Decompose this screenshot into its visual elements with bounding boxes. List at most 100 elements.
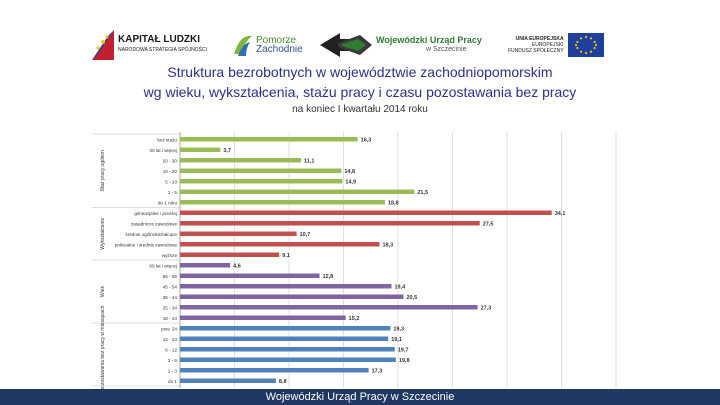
category-label: 55 - 59 [163, 274, 178, 279]
category-label: pow. 24 [161, 326, 177, 331]
data-label: 19,8 [399, 358, 410, 364]
eu-flag-icon [567, 33, 604, 57]
category-label: bez stażu [157, 137, 177, 142]
pomorze-title: Pomorze [256, 35, 297, 46]
category-label: 3 - 6 [168, 358, 178, 363]
bar [180, 231, 297, 236]
bar [180, 242, 380, 247]
chart-title-line-2: wg wieku, wykształcenia, stażu pracy i c… [143, 84, 577, 100]
category-label: 1 - 5 [168, 190, 178, 195]
data-label: 3,7 [223, 148, 231, 154]
eu-title: UNIA EUROPEJSKA [515, 36, 564, 42]
bar [180, 137, 358, 142]
category-label: 20 - 30 [163, 158, 178, 163]
eu-subtitle-1: EUROPEJSKI [531, 42, 564, 48]
footer-text: Wojewódzki Urząd Pracy w Szczecinie [265, 391, 455, 403]
data-label: 19,3 [393, 326, 404, 332]
category-label: 35 - 44 [163, 295, 178, 300]
data-label: 18,3 [382, 242, 393, 248]
data-label: 14,9 [345, 179, 356, 185]
category-label: gimnazjalne i poniżej [134, 211, 177, 216]
data-label: 34,1 [555, 211, 566, 217]
category-label: do 1 [168, 379, 177, 384]
group-label: Wiek [100, 285, 106, 297]
data-label: 8,8 [279, 379, 287, 385]
bar [180, 252, 280, 257]
category-label: 6 - 12 [165, 347, 177, 352]
data-label: 19,7 [398, 347, 409, 353]
kapital-ludzki-logo: KAPITAŁ LUDZKI NARODOWA STRATEGIA SPÓJNO… [92, 26, 207, 64]
wup-arrows-icon [320, 33, 372, 57]
chart-subtitle: na koniec I kwartału 2014 roku [292, 104, 428, 115]
category-label: średnie ogólnokształcące [125, 232, 177, 237]
group-label: Czas pozostawania bez pracy w miesiącach [100, 305, 106, 390]
category-label: do 1 roku [158, 200, 178, 205]
category-label: 60 lat i więcej [149, 263, 177, 268]
category-label: 10 - 20 [163, 169, 178, 174]
data-label: 14,8 [344, 169, 355, 175]
pomorze-zachodnie-logo: Pomorze Zachodnie [232, 26, 303, 64]
kapital-ludzki-title: KAPITAŁ LUDZKI [118, 34, 201, 45]
category-label: 18 - 24 [163, 316, 178, 321]
data-label: 20,5 [406, 295, 417, 301]
bar [180, 284, 392, 289]
data-label: 21,5 [417, 190, 428, 196]
bar [180, 179, 343, 184]
data-label: 11,1 [304, 158, 314, 164]
eu-subtitle-2: FUNDUSZ SPOŁECZNY [508, 48, 564, 54]
data-label: 27,3 [481, 305, 492, 311]
data-label: 9,1 [282, 253, 290, 259]
bar [180, 315, 346, 320]
data-label: 10,7 [300, 232, 311, 238]
bar [180, 378, 276, 383]
bar [180, 210, 552, 215]
eu-logo: UNIA EUROPEJSKA EUROPEJSKI FUNDUSZ SPOŁE… [508, 26, 604, 64]
data-label: 15,2 [349, 316, 360, 322]
group-label: Staż pracy ogółem [100, 150, 106, 191]
category-label: 1 - 3 [168, 368, 178, 373]
category-label: 5 - 10 [165, 179, 177, 184]
wup-subtitle: w Szczecinie [426, 46, 467, 53]
data-label: 12,8 [323, 274, 334, 280]
bar [180, 347, 395, 352]
bar [180, 357, 396, 362]
pomorze-subtitle: Zachodnie [256, 44, 303, 55]
bar [180, 273, 320, 278]
bar [180, 200, 385, 205]
wup-title: Wojewódzki Urząd Pracy [376, 35, 482, 45]
wup-logo: Wojewódzki Urząd Pracy w Szczecinie [320, 26, 482, 64]
data-label: 18,8 [388, 200, 399, 206]
category-label: 12 - 24 [163, 337, 178, 342]
bar [180, 263, 231, 268]
data-label: 4,6 [233, 263, 241, 269]
bar [180, 189, 415, 194]
data-label: 17,3 [372, 368, 383, 374]
data-label: 27,5 [483, 221, 494, 227]
logo-bar: KAPITAŁ LUDZKI NARODOWA STRATEGIA SPÓJNO… [0, 26, 720, 66]
eu-star-flag-icon [92, 30, 114, 60]
bar [180, 168, 342, 173]
category-label: 45 - 54 [163, 284, 178, 289]
bar-chart: 0.05.010.015.020.025.030.035.040.0bez st… [92, 132, 617, 390]
data-label: 19,4 [394, 284, 406, 290]
group-label: Wykształcenie [100, 218, 106, 250]
bar [180, 336, 389, 341]
chart-title-line-1: Struktura bezrobotnych w województwie za… [167, 64, 553, 80]
category-label: zasadnicze zawodowe [131, 221, 177, 226]
footer-bar: Wojewódzki Urząd Pracy w Szczecinie [0, 389, 720, 405]
bar [180, 294, 404, 299]
bar [180, 305, 478, 310]
bar [180, 147, 221, 152]
bar [180, 326, 391, 331]
data-label: 19,1 [391, 337, 402, 343]
kapital-ludzki-subtitle: NARODOWA STRATEGIA SPÓJNOŚCI [118, 47, 207, 53]
data-label: 16,3 [361, 137, 372, 143]
bar [180, 158, 301, 163]
bar [180, 368, 369, 373]
category-label: 25 - 34 [163, 305, 178, 310]
category-label: policealne i średnie zawodowe [115, 242, 178, 247]
category-label: wyższe [162, 253, 178, 258]
pomorze-emblem-icon [234, 35, 252, 56]
category-label: 30 lat i więcej [149, 148, 177, 153]
bar [180, 221, 480, 226]
